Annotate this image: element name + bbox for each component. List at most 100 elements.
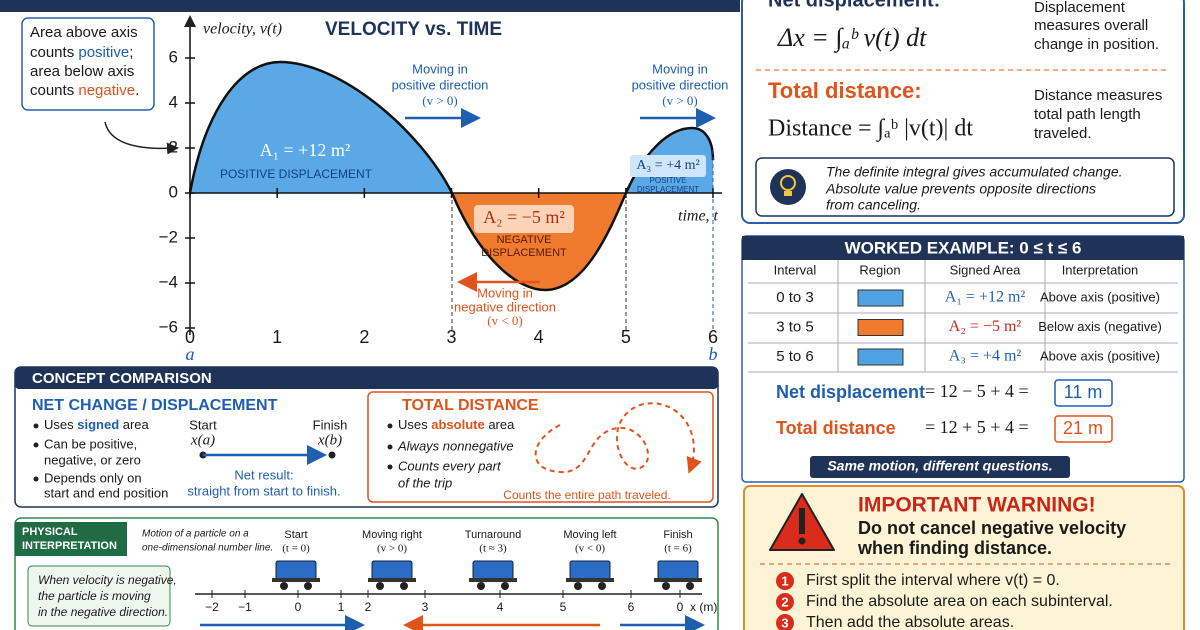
cart-base [566,578,614,582]
step-number: 3 [781,615,788,630]
number-label: 0 [295,600,302,614]
table-cell: Below axis (negative) [1038,319,1162,334]
table-cell: A₂ = −5 m² [949,318,1022,335]
endpoint [328,451,336,459]
table-cell: 0 to 3 [776,289,814,306]
table-header: Region [859,262,900,277]
endpoint-label: x(a) [190,432,215,448]
formula: Δx = ∫ₐᵇ v(t) dt [777,23,927,53]
cart [657,560,699,580]
bullet [33,476,39,482]
y-tick-label: 6 [169,47,178,66]
cart [275,560,317,580]
formula-note: total path length [1034,106,1141,123]
table-cell: Above axis (positive) [1040,348,1160,363]
bulb-icon [780,175,796,191]
top-bar [0,0,740,12]
table-cell: A₁ = +12 m² [945,289,1026,306]
y-tick-label: 0 [169,182,178,201]
net-result: straight from start to finish. [187,483,340,498]
stage-label: Moving right [362,529,422,541]
table-header: Interval [774,262,817,277]
comparison-header [15,367,718,389]
table-cell: 5 to 6 [776,348,814,365]
note-line: counts positive; [30,44,133,61]
warning-title: IMPORTANT WARNING! [858,494,1096,517]
stage-condition: (t = 6) [664,543,692,555]
bullet-text: Counts every part [398,458,502,473]
x-tick-label: 2 [359,327,369,347]
table-header: Signed Area [950,262,1022,277]
step-number: 2 [781,594,788,609]
number-label: −2 [205,600,219,614]
area-label: A₃ = +4 m² [636,158,699,173]
endpoint-label: Start [189,417,217,432]
y-tick-label: −2 [159,227,178,246]
number-label: −1 [238,600,252,614]
tip-box [755,157,1175,217]
motion-note: (v > 0) [422,93,458,108]
stage-condition: (t = 0) [282,543,310,555]
physical-note: When velocity is negative, [38,573,177,587]
motion-note: negative direction [454,299,556,314]
bullet [33,423,39,429]
step-badge [776,614,794,630]
bound-label: a [186,344,195,364]
bullet [387,423,393,429]
distance-caption: Counts the entire path traveled. [503,488,670,502]
formula-note: traveled. [1034,125,1092,142]
wheel [662,582,670,590]
wheel [376,582,384,590]
bullet-text: Depends only on [44,470,142,485]
x-tick-label: 0 [185,327,195,347]
area-label: A₂ = −5 m² [483,207,564,227]
formula-note: Distance measures [1034,87,1162,104]
area-label-box [474,205,574,233]
number-label: 3 [422,600,429,614]
physical-note: in the negative direction. [38,605,168,619]
motion-note: (v < 0) [487,313,523,328]
bullet-text: Always nonnegative [397,438,514,453]
result-box [1054,379,1113,407]
number-label: 5 [560,600,567,614]
note-line: area below axis [30,63,134,80]
x-axis-label: time, t [678,208,719,225]
note-arrow [104,121,179,155]
number-unit: x (m) [690,600,717,614]
physical-subtitle: Motion of a particle on a [142,529,249,540]
formula-note: change in position. [1034,36,1159,53]
number-label: 2 [365,600,372,614]
stage-condition: (t ≈ 3) [479,543,507,555]
stage-condition: (v > 0) [377,543,407,555]
distance-panel [367,391,714,503]
number-label: 4 [497,600,504,614]
step-text: Then add the absolute areas. [806,614,1014,630]
cart-base [368,578,416,582]
area-label: A₁ = +12 m² [260,140,350,160]
x-tick-label: 3 [446,327,456,347]
number-label: 0 [677,600,684,614]
area-caption: DISPLACEMENT [637,185,699,194]
cart-base [654,578,702,582]
physical-subtitle: one-dimensional number line. [142,543,273,554]
table-cell: 3 to 5 [776,318,814,335]
banner-text: Same motion, different questions. [827,458,1052,474]
bullet-text: Uses absolute area [398,417,515,432]
region-swatch [857,348,904,366]
step-badge [776,593,794,611]
tip-line: from canceling. [826,197,921,213]
wheel [574,582,582,590]
motion-note: positive direction [632,77,729,92]
y-tick-label: −4 [159,272,178,291]
note-box [21,17,155,111]
bullet [33,442,39,448]
section-title: Net displacement: [768,0,940,11]
x-tick-label: 4 [534,327,544,347]
bullet [387,444,393,450]
cart [569,560,611,580]
bulb-icon [784,191,792,196]
result-expr: = 12 + 5 + 4 = [925,417,1029,437]
y-axis-label: velocity, v(t) [203,21,282,38]
wheel [686,582,694,590]
